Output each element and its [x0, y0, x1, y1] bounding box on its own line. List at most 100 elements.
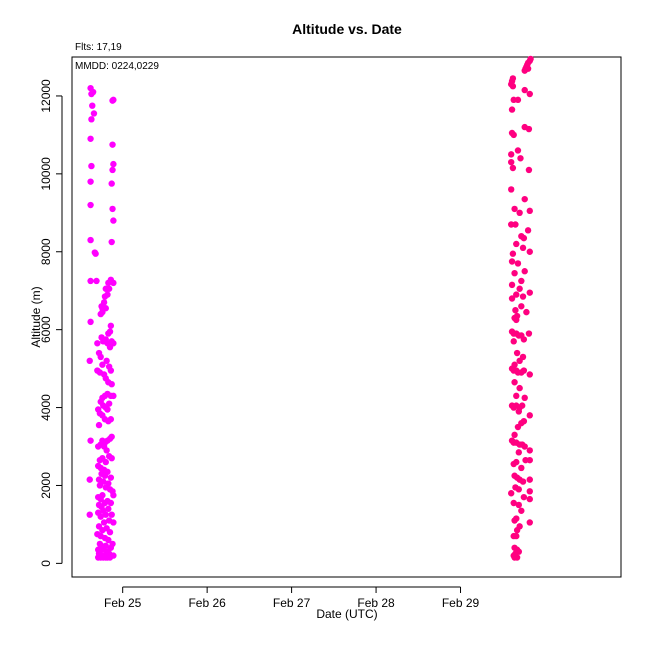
annotation-flights: Flts: 17,19: [75, 42, 122, 53]
data-point-series-1: [108, 238, 115, 246]
data-point-series-2: [518, 402, 526, 409]
data-point-series-2: [508, 151, 515, 158]
data-point-series-2: [508, 106, 516, 113]
y-axis-label: Altitude (m): [29, 286, 43, 347]
data-point-series-1: [103, 447, 110, 454]
data-point-series-1: [97, 513, 104, 520]
data-point-series-2: [525, 125, 533, 133]
data-point-series-1: [97, 353, 104, 361]
data-point-series-2: [525, 330, 533, 337]
x-axis: Feb 25 Feb 26 Feb 27 Feb 28 Feb 29: [104, 586, 480, 610]
data-point-series-1: [108, 454, 115, 462]
y-tick-label: 10000: [39, 157, 53, 191]
data-point-series-2: [526, 495, 533, 503]
data-point-series-2: [512, 306, 519, 314]
data-point-series-1: [94, 340, 101, 347]
data-point-series-2: [513, 527, 521, 534]
data-point-series-1: [86, 357, 93, 365]
y-tick-label: 12000: [39, 79, 53, 113]
data-point-series-2: [526, 371, 533, 378]
data-point-series-2: [521, 67, 528, 74]
data-point-series-1: [107, 474, 115, 481]
data-point-series-2: [508, 490, 515, 497]
data-point-series-1: [99, 527, 106, 534]
data-point-series-2: [521, 86, 528, 94]
data-point-series-1: [88, 162, 95, 170]
data-point-series-1: [95, 421, 103, 429]
data-point-series-2: [508, 295, 516, 302]
data-point-series-1: [92, 250, 99, 257]
data-point-series-1: [105, 279, 112, 287]
data-point-series-2: [520, 234, 528, 242]
data-point-series-1: [96, 456, 104, 464]
data-point-series-1: [100, 519, 108, 526]
data-point-series-2: [510, 499, 517, 507]
data-point-series-1: [105, 330, 112, 337]
data-point-series-1: [89, 88, 97, 96]
y-tick-label: 6000: [39, 316, 53, 343]
data-point-series-1: [88, 116, 95, 123]
data-point-series-2: [511, 554, 518, 561]
data-point-series-1: [87, 318, 94, 326]
data-point-series-1: [105, 536, 112, 544]
data-point-series-1: [104, 406, 111, 413]
data-point-series-2: [510, 131, 517, 139]
x-tick-label: Feb 25: [104, 596, 142, 610]
x-tick-label: Feb 29: [442, 596, 480, 610]
data-point-series-1: [108, 511, 115, 518]
data-point-series-1: [93, 277, 100, 285]
y-tick-label: 8000: [39, 238, 53, 265]
data-point-series-2: [516, 285, 523, 292]
data-point-series-2: [517, 155, 524, 162]
data-point-series-2: [526, 447, 533, 454]
data-point-series-2: [515, 501, 523, 509]
data-point-series-2: [525, 166, 533, 174]
data-point-series-2: [526, 90, 533, 98]
data-point-series-2: [516, 357, 523, 365]
data-point-series-2: [514, 147, 522, 154]
data-point-series-1: [105, 505, 112, 513]
data-point-series-1: [87, 201, 94, 209]
data-point-series-1: [108, 433, 115, 440]
data-point-series-2: [518, 277, 525, 285]
data-point-series-1: [86, 511, 93, 518]
data-point-series-1: [87, 236, 94, 244]
data-point-series-2: [516, 209, 523, 217]
data-point-series-2: [526, 412, 533, 419]
data-point-series-1: [108, 380, 115, 388]
data-point-series-1: [102, 511, 109, 518]
data-point-series-2: [519, 293, 527, 300]
data-point-series-1: [105, 417, 112, 425]
data-point-series-2: [509, 164, 517, 172]
data-point-series-2: [511, 205, 518, 213]
data-point-series-2: [524, 227, 532, 234]
data-point-series-1: [110, 492, 117, 499]
data-point-series-1: [109, 97, 116, 104]
data-point-series-2: [514, 260, 522, 267]
data-point-series-2: [515, 486, 523, 493]
data-point-series-2: [526, 476, 533, 483]
data-point-series-2: [520, 367, 528, 374]
chart-title: Altitude vs. Date: [292, 21, 402, 37]
data-point-series-1: [101, 472, 109, 479]
data-point-series-1: [106, 554, 114, 561]
data-point-series-1: [87, 277, 94, 285]
data-point-series-2: [508, 158, 515, 166]
data-point-series-1: [87, 178, 94, 185]
data-point-series-1: [108, 180, 115, 187]
data-point-series-2: [513, 392, 520, 400]
data-point-series-2: [526, 456, 533, 464]
data-point-series-2: [521, 195, 528, 203]
data-point-series-1: [110, 519, 117, 526]
data-point-series-1: [90, 110, 98, 117]
y-tick-label: 4000: [39, 394, 53, 421]
data-point-series-2: [511, 517, 518, 524]
data-point-series-1: [102, 458, 109, 466]
data-point-series-1: [94, 443, 102, 450]
data-point-series-2: [514, 423, 522, 431]
data-point-series-2: [510, 460, 517, 468]
annotation-dates: MMDD: 0224,0229: [75, 61, 159, 72]
data-point-series-2: [514, 96, 522, 104]
y-axis: 0 2000 4000 6000 8000 10000 12000: [39, 79, 63, 567]
